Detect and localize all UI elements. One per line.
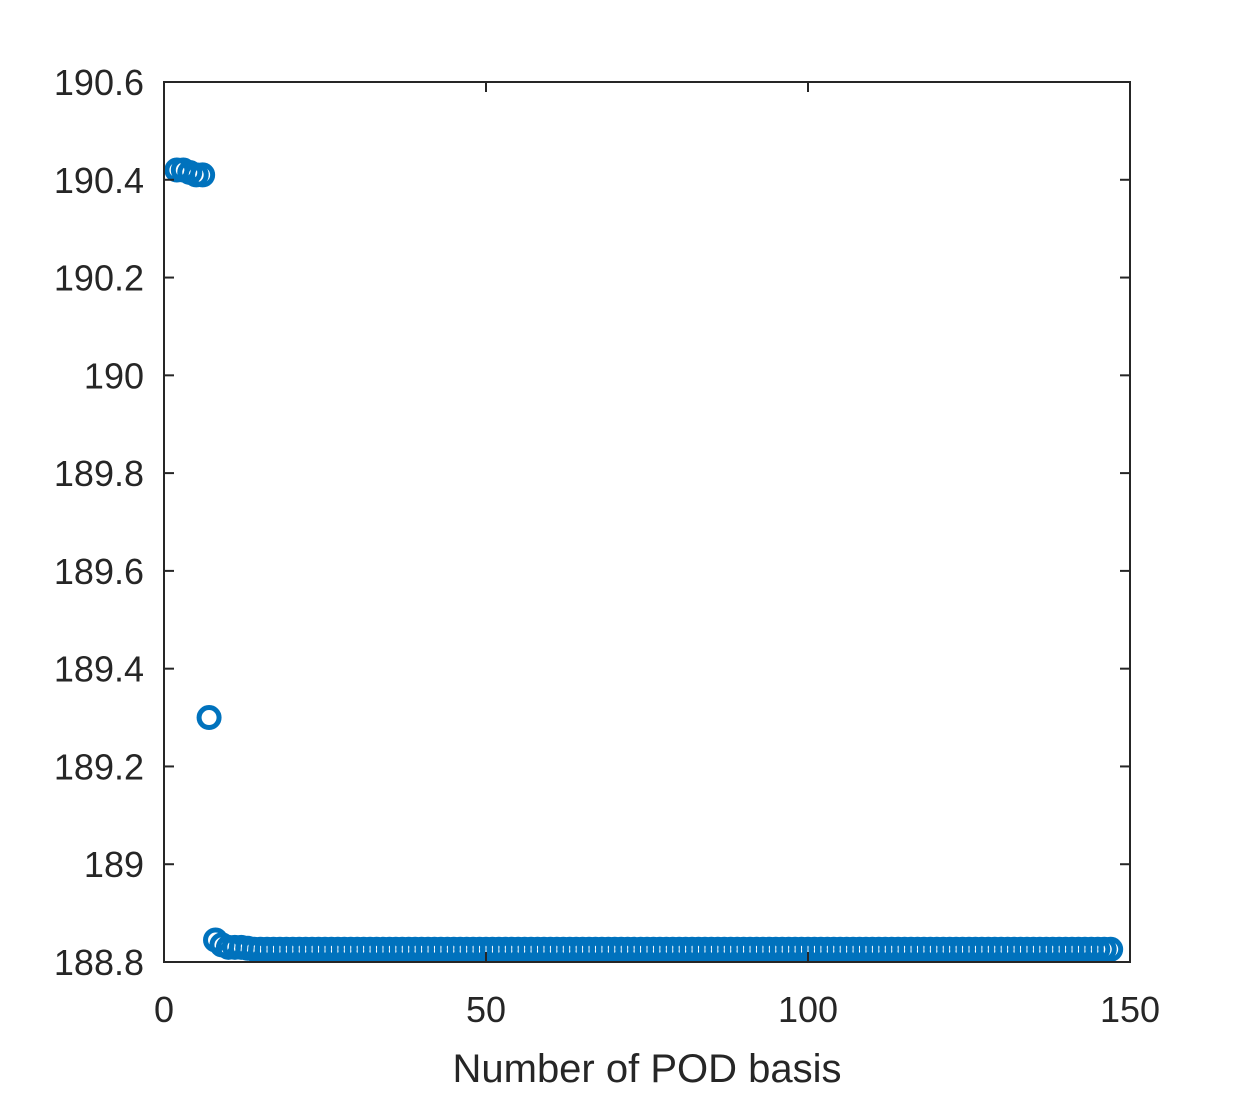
x-tick-label: 100 xyxy=(778,989,838,1030)
y-tick-label: 190.2 xyxy=(54,258,144,299)
x-axis-label: Number of POD basis xyxy=(452,1047,841,1091)
y-tick-label: 190.6 xyxy=(54,62,144,103)
x-tick-label: 50 xyxy=(466,989,506,1030)
y-tick-label: 189 xyxy=(84,844,144,885)
y-tick-label: 188.8 xyxy=(54,942,144,983)
x-tick-label: 0 xyxy=(154,989,174,1030)
y-tick-label: 189.6 xyxy=(54,551,144,592)
axis-ticks: 0 50 100 150 188.8 189 189.2 189.4 189.6 189.8 190… xyxy=(54,62,1160,1030)
y-tick-label: 189.8 xyxy=(54,453,144,494)
data-point xyxy=(196,705,222,731)
x-tick-label: 150 xyxy=(1100,989,1160,1030)
y-tick-label: 189.4 xyxy=(54,649,144,690)
y-tick-label: 190.4 xyxy=(54,160,144,201)
y-tick-label: 189.2 xyxy=(54,746,144,787)
axes-box xyxy=(163,81,1131,963)
data-markers xyxy=(164,157,1124,962)
data-point xyxy=(1098,936,1124,962)
data-point xyxy=(190,162,216,188)
y-tick-label: 190 xyxy=(84,355,144,396)
